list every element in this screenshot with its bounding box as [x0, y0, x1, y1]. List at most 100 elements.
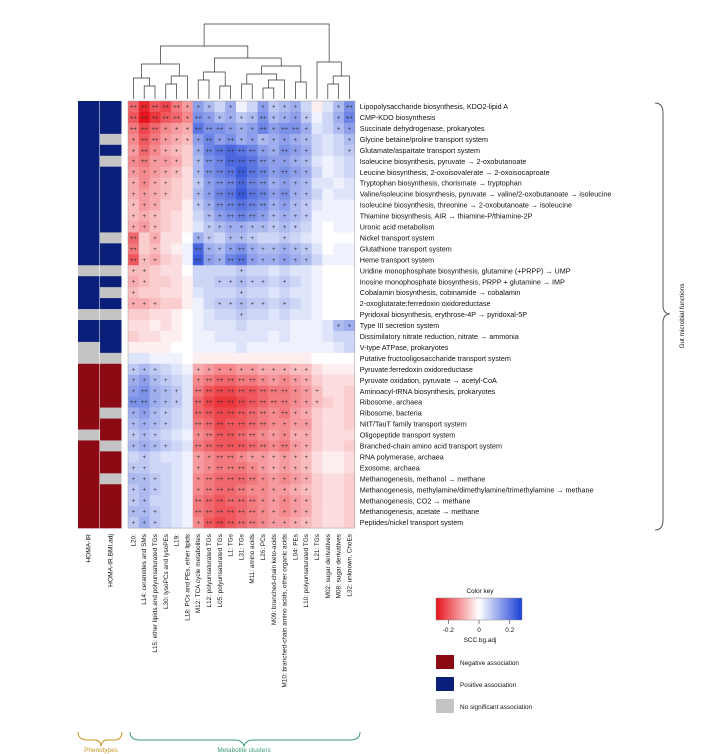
- heatmap-cell: [257, 330, 269, 343]
- significance-mark: +: [196, 466, 200, 472]
- heatmap-cell: [149, 188, 161, 200]
- significance-mark: +: [132, 411, 136, 417]
- heatmap-cell: [311, 298, 323, 310]
- significance-mark: +: [261, 247, 265, 253]
- heatmap-cell: [290, 374, 302, 386]
- heatmap-cell: [128, 429, 140, 441]
- heatmap-cell: [300, 243, 312, 255]
- heatmap-cell: [182, 221, 194, 233]
- legend-swatch: [436, 655, 454, 669]
- significance-mark: +: [337, 126, 341, 132]
- significance-mark: ++: [227, 510, 235, 516]
- dendrogram-link: [203, 71, 226, 86]
- significance-mark: +: [261, 521, 265, 527]
- significance-mark: +: [337, 104, 341, 110]
- heatmap-cell: [203, 418, 215, 430]
- legend-label: Negative association: [460, 660, 519, 667]
- significance-mark: +: [153, 378, 157, 384]
- heatmap-cell: [344, 298, 356, 310]
- row-label: Cobalamin biosynthesis, cobinamide → cob…: [360, 288, 521, 297]
- significance-mark: +: [261, 137, 265, 143]
- significance-mark: +: [294, 422, 298, 428]
- heatmap-cell: [344, 418, 356, 430]
- heatmap-cell: [138, 506, 150, 518]
- heatmap-cell: [182, 232, 194, 244]
- heatmap-cell: [333, 111, 345, 124]
- heatmap-cell: [160, 374, 172, 386]
- phenotype-cell: [100, 484, 122, 496]
- heatmap-cell: [311, 330, 323, 343]
- heatmap-cell: [268, 166, 280, 178]
- heatmap-cell: [182, 363, 194, 376]
- significance-mark: +: [142, 280, 146, 286]
- significance-mark: ++: [238, 258, 246, 264]
- heatmap-cell: [138, 166, 150, 178]
- significance-mark: +: [153, 477, 157, 483]
- heatmap-cell: [344, 462, 356, 474]
- significance-mark: +: [240, 367, 244, 373]
- heatmap-cell: [236, 210, 248, 222]
- heatmap-cell: [236, 462, 248, 474]
- significance-mark: ++: [195, 389, 203, 395]
- heatmap-cell: [128, 101, 140, 113]
- significance-mark: +: [240, 280, 244, 286]
- heatmap-cell: [149, 101, 161, 113]
- significance-mark: +: [196, 192, 200, 198]
- heatmap-cell: [138, 396, 150, 408]
- significance-mark: +: [164, 400, 168, 406]
- heatmap-cell: [149, 495, 161, 507]
- significance-mark: +: [261, 302, 265, 308]
- color-key-axis-label: SCC.bg.adj: [464, 637, 497, 644]
- significance-mark: ++: [281, 192, 289, 198]
- row-label: Isoleucine biosynthesis, pyruvate → 2-ox…: [360, 157, 527, 166]
- significance-mark: +: [304, 148, 308, 154]
- heatmap-cell: [203, 210, 215, 222]
- heatmap-cell: [203, 243, 215, 255]
- significance-mark: +: [294, 510, 298, 516]
- significance-mark: +: [283, 247, 287, 253]
- heatmap-cell: [236, 309, 248, 321]
- heatmap-frame: [127, 100, 356, 529]
- heatmap-cell: [236, 133, 248, 146]
- heatmap-cell: [214, 122, 226, 135]
- heatmap-cell: [246, 199, 258, 211]
- heatmap-cell: [322, 188, 334, 200]
- phenotype-cell: [78, 166, 100, 178]
- heatmap-cell: [268, 177, 280, 189]
- heatmap-cell: [225, 385, 237, 397]
- significance-mark: ++: [130, 400, 138, 406]
- heatmap-cell: [149, 276, 161, 288]
- significance-mark: +: [240, 313, 244, 319]
- row-label: Lipopolysaccharide biosynthesis, KDO2-li…: [360, 102, 508, 111]
- significance-mark: +: [272, 225, 276, 231]
- significance-mark: ++: [259, 159, 267, 165]
- heatmap-cell: [344, 287, 356, 299]
- heatmap-cell: [225, 506, 237, 518]
- phenotype-cell: [100, 155, 122, 167]
- heatmap-cell: [311, 506, 323, 518]
- heatmap-cell: [290, 396, 302, 408]
- heatmap-cell: [192, 232, 204, 244]
- heatmap-cell: [246, 188, 258, 200]
- heatmap-cell: [290, 133, 302, 146]
- column-label: L14: ceramides and SMs: [141, 534, 148, 605]
- significance-mark: +: [315, 389, 319, 395]
- heatmap-cell: [333, 265, 345, 277]
- heatmap-cell: [290, 352, 302, 365]
- heatmap-cell: [344, 111, 356, 124]
- heatmap-cell: [268, 265, 280, 277]
- significance-mark: +: [304, 214, 308, 220]
- heatmap-cell: [160, 341, 172, 354]
- heatmap-cell: [160, 309, 172, 321]
- heatmap-cell: [149, 506, 161, 518]
- phenotype-cell: [78, 199, 100, 211]
- heatmap-cell: [203, 407, 215, 419]
- significance-mark: +: [240, 126, 244, 132]
- heatmap-cell: [279, 396, 291, 408]
- significance-mark: +: [196, 148, 200, 154]
- significance-mark: +: [196, 367, 200, 373]
- significance-mark: +: [164, 170, 168, 176]
- dendrogram-link: [219, 85, 231, 99]
- heatmap-cell: [246, 440, 258, 452]
- heatmap-cell: [300, 341, 312, 354]
